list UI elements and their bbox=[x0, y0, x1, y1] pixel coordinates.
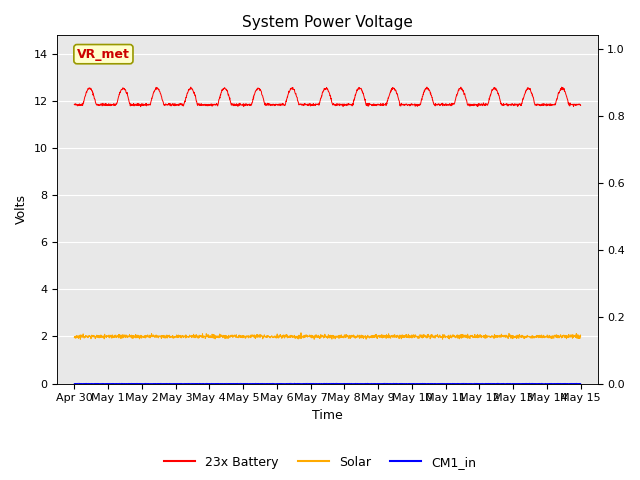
23x Battery bbox=[577, 102, 584, 108]
CM1_in bbox=[563, 381, 570, 386]
23x Battery bbox=[96, 102, 104, 108]
Solar bbox=[563, 334, 570, 340]
Legend: 23x Battery, Solar, CM1_in: 23x Battery, Solar, CM1_in bbox=[159, 451, 481, 474]
Solar bbox=[563, 336, 570, 342]
CM1_in bbox=[317, 381, 324, 386]
23x Battery bbox=[70, 102, 78, 108]
Solar bbox=[317, 333, 325, 338]
CM1_in bbox=[70, 381, 78, 386]
X-axis label: Time: Time bbox=[312, 409, 343, 422]
23x Battery bbox=[303, 101, 311, 107]
Solar bbox=[297, 330, 305, 336]
Solar bbox=[70, 334, 78, 340]
CM1_in bbox=[323, 381, 331, 386]
CM1_in bbox=[577, 381, 584, 386]
Solar bbox=[577, 333, 584, 339]
23x Battery bbox=[317, 96, 324, 102]
23x Battery bbox=[423, 84, 431, 90]
Solar bbox=[304, 333, 312, 339]
23x Battery bbox=[563, 92, 570, 98]
CM1_in bbox=[563, 381, 570, 386]
Y-axis label: Volts: Volts bbox=[15, 194, 28, 225]
23x Battery bbox=[470, 103, 477, 108]
CM1_in bbox=[470, 381, 477, 386]
CM1_in bbox=[268, 381, 275, 386]
CM1_in bbox=[303, 381, 311, 386]
Title: System Power Voltage: System Power Voltage bbox=[242, 15, 413, 30]
Solar bbox=[77, 336, 84, 342]
Solar bbox=[97, 333, 104, 338]
CM1_in bbox=[96, 381, 104, 386]
Solar bbox=[470, 335, 477, 340]
Line: Solar: Solar bbox=[74, 333, 580, 339]
23x Battery bbox=[563, 94, 570, 99]
23x Battery bbox=[137, 104, 145, 109]
Text: VR_met: VR_met bbox=[77, 48, 130, 60]
Line: 23x Battery: 23x Battery bbox=[74, 87, 580, 107]
